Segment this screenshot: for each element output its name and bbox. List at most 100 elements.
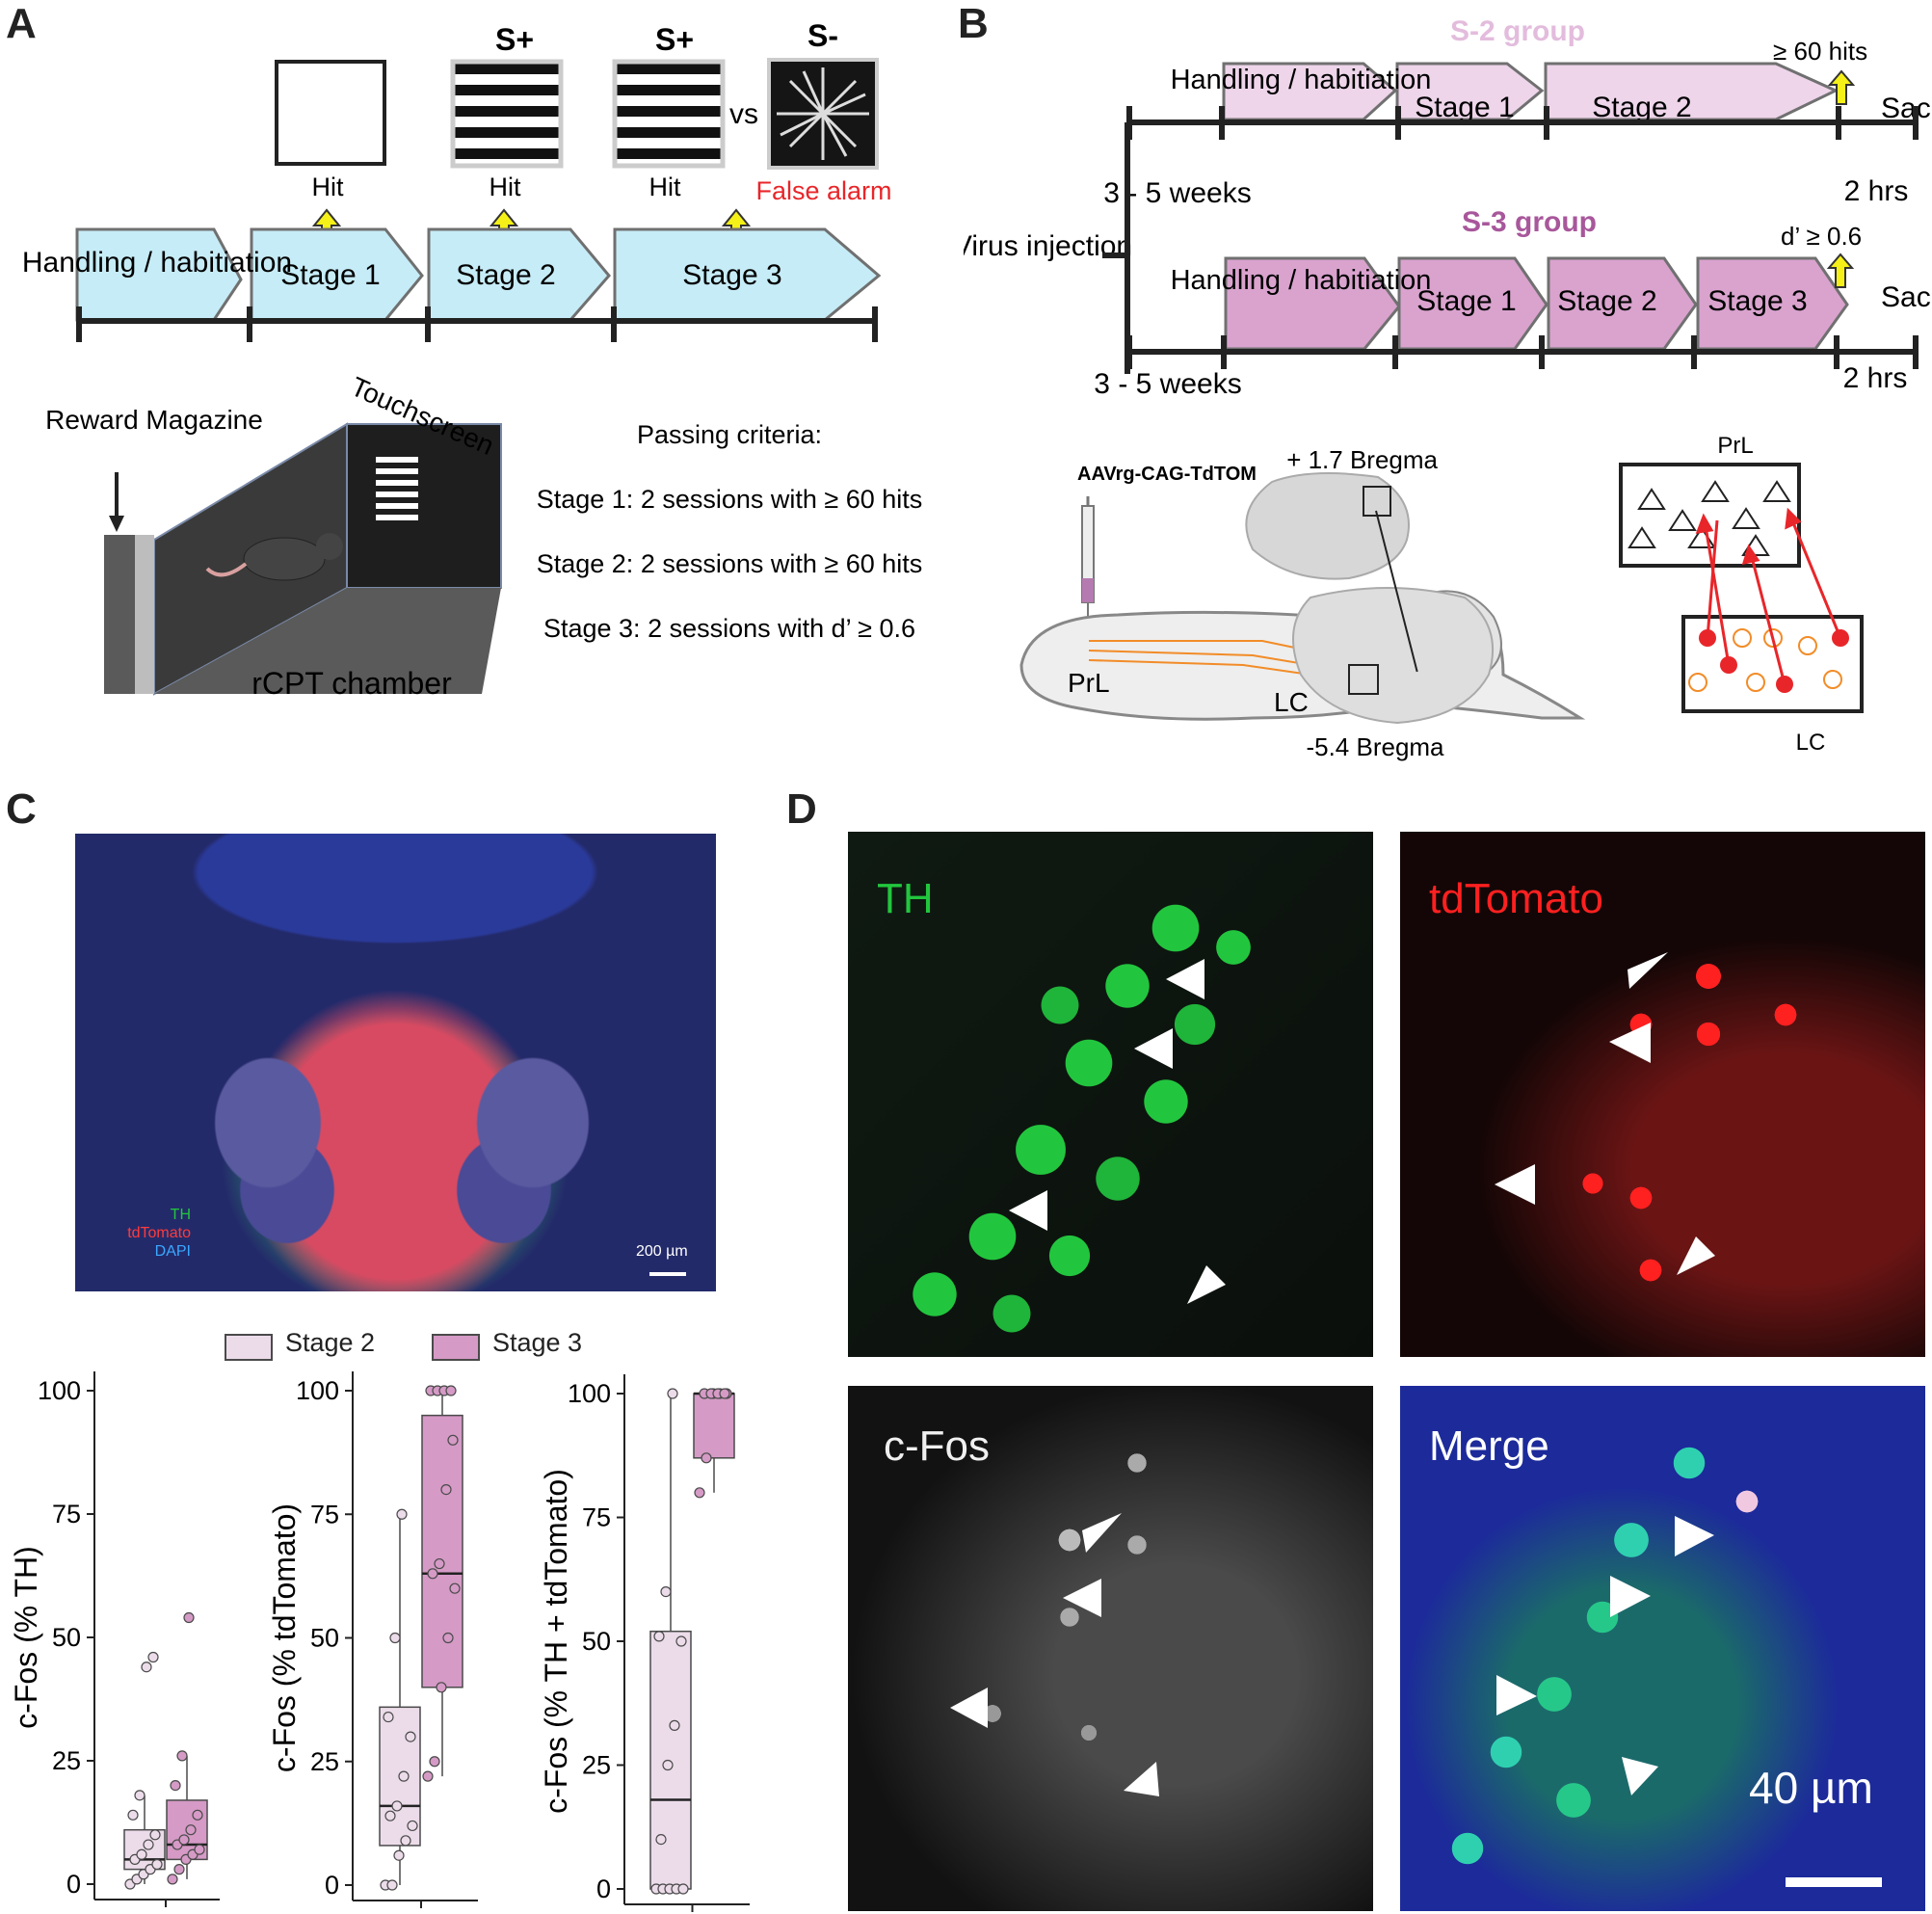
y-tick-label: 100 [296,1376,339,1405]
data-point [407,1820,418,1832]
data-point [436,1682,447,1693]
panel-a-diagram: S+ S+ vs S- Hit Hit Hit False alarm Hand… [22,18,923,701]
stage-box [250,227,424,322]
merge-label: Merge [1429,1422,1549,1470]
data-point [393,1849,405,1861]
stage-label: Stage 3 [1707,285,1807,317]
data-point [449,1582,461,1594]
s3-group-title: S-3 group [1462,206,1597,238]
aav-label: AAVrg-CAG-TdTOM [1077,464,1257,485]
stage-label: Stage 2 [1592,92,1691,123]
channel-label-dapi: DAPI [154,1243,191,1260]
data-point [701,1452,712,1464]
box [693,1393,735,1459]
data-point [675,1635,687,1647]
stage-box [1397,256,1548,351]
y-tick-label: 75 [52,1500,81,1529]
scale-bar-label: 200 µm [636,1243,688,1260]
data-point [151,1858,163,1871]
hit-label: Hit [312,173,344,201]
stage-label: Stage 2 [1557,285,1656,317]
data-point [170,1780,181,1792]
scale-bar-label: 40 µm [1749,1763,1873,1813]
stage-box [1547,256,1698,351]
y-axis-label: c-Fos (% TH + tdTomato) [539,1469,573,1814]
stimulus-top-label: S+ [495,22,534,57]
y-tick-label: 75 [582,1503,611,1532]
prl-label: PrL [1068,668,1110,698]
data-point [440,1484,452,1496]
coronal-section-bottom [1292,587,1495,725]
up-arrow-icon [1827,69,1856,105]
lc-overview-micrograph: TH tdTomato DAPI 200 µm [75,834,716,1291]
criteria-item: Stage 2: 2 sessions with ≥ 60 hits [537,549,923,578]
panel-label-b: B [958,0,989,47]
data-point [719,1388,730,1399]
cfos-label: c-Fos [884,1422,990,1470]
data-point [183,1611,195,1624]
lc-label: LC [1274,687,1309,717]
data-point [662,1759,674,1771]
legend-label-stage2: Stage 2 [285,1328,376,1357]
data-point [445,1385,457,1396]
data-point [669,1719,680,1731]
after-label: 2 hrs [1844,175,1909,207]
box [421,1414,463,1688]
y-tick-label: 100 [38,1376,81,1405]
stage-box [1224,256,1401,351]
y-tick-label: 75 [310,1500,339,1529]
data-point [429,1756,440,1768]
lc-box-label: LC [1796,730,1826,756]
y-tick-label: 25 [582,1751,611,1780]
data-point [389,1632,401,1644]
y-tick-label: 50 [582,1627,611,1656]
data-point [667,1388,678,1399]
data-point [173,1864,185,1875]
y-tick-label: 0 [596,1874,611,1903]
micrograph-merge: Merge 40 µm [1400,1386,1925,1911]
data-point [141,1661,152,1673]
arrowheads [1009,959,1226,1304]
data-point [427,1568,438,1580]
stimulus-top-label: S+ [655,22,694,57]
y-tick-label: 50 [52,1623,81,1652]
panel-label-c: C [6,785,37,833]
data-point [405,1731,416,1742]
stage-label: Stage 3 [682,259,781,291]
y-tick-label: 0 [325,1871,339,1900]
data-point [447,1434,459,1446]
criterion-label: d’ ≥ 0.6 [1781,222,1862,251]
data-point [127,1809,139,1821]
y-axis-label: c-Fos (% tdTomato) [267,1503,302,1772]
sac-label: Sac [1881,93,1931,124]
stage-box [613,227,882,322]
data-point [400,1835,411,1847]
false-alarm-label: False alarm [755,176,891,205]
cfos-box-plots: 0 25 50 75 100 c-Fos (% TH) 0 25 50 75 100 c-Fos (%… [9,1371,750,1912]
data-point [176,1750,188,1762]
stage-label: Handling / habitiation [22,247,292,279]
y-tick-label: 0 [66,1870,81,1899]
arrowheads [1496,1516,1714,1795]
stage-label: Stage 1 [1415,92,1514,123]
y-tick-label: 25 [52,1746,81,1775]
stage-box [427,227,611,322]
tdtomato-label: tdTomato [1429,875,1603,922]
stage-label: Stage 2 [456,259,555,291]
stimulus-stripes [612,59,726,169]
channel-label-tdtomato: tdTomato [127,1225,191,1241]
s2-group-title: S-2 group [1450,15,1585,47]
data-point [386,1879,398,1891]
stimulus-star [767,58,879,170]
rcpt-chamber [104,422,502,696]
arrowheads [1495,952,1715,1275]
stimulus-stripes [450,59,564,169]
stimulus-blank [275,60,386,166]
data-point [178,1834,190,1846]
data-point [434,1557,445,1570]
stage-label: Handling / habitiation [1171,265,1432,296]
y-tick-label: 50 [310,1624,339,1653]
micrograph-tdtomato: tdTomato [1400,832,1925,1357]
criteria-item: Stage 1: 2 sessions with ≥ 60 hits [537,485,923,514]
micrograph-th: TH [848,832,1373,1357]
